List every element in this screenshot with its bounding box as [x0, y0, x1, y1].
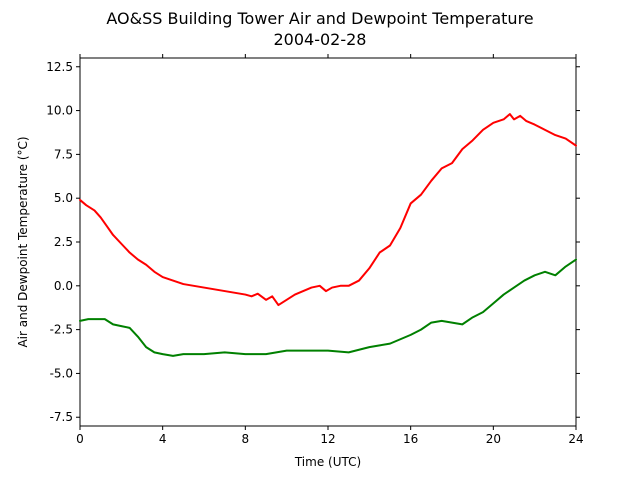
y-tick-label: -5.0: [50, 366, 73, 380]
x-tick-label: 12: [320, 432, 335, 446]
chart-title: AO&SS Building Tower Air and Dewpoint Te…: [106, 9, 533, 28]
y-tick-label: 10.0: [46, 104, 73, 118]
y-tick-label: 5.0: [54, 191, 73, 205]
y-tick-label: 7.5: [54, 147, 73, 161]
x-axis: 0 4 8 12 16 20 24: [76, 54, 584, 446]
series-layer: [79, 113, 577, 357]
y-axis: -7.5 -5.0 -2.5 0.0 2.5 5.0 7.5 10.0 12.5: [46, 60, 580, 424]
series-line-1: [79, 113, 577, 307]
y-tick-label: -2.5: [50, 323, 73, 337]
x-tick-label: 24: [568, 432, 583, 446]
plot-area: [79, 57, 577, 427]
chart-subtitle: 2004-02-28: [274, 30, 367, 49]
y-tick-label: -7.5: [50, 410, 73, 424]
x-tick-label: 16: [403, 432, 418, 446]
x-tick-label: 4: [159, 432, 167, 446]
x-axis-label: Time (UTC): [294, 455, 361, 469]
y-axis-label: Air and Dewpoint Temperature (°C): [16, 136, 30, 347]
y-tick-label: 12.5: [46, 60, 73, 74]
y-tick-label: 0.0: [54, 279, 73, 293]
y-tick-label: 2.5: [54, 235, 73, 249]
x-tick-label: 20: [486, 432, 501, 446]
x-tick-label: 8: [242, 432, 250, 446]
x-tick-label: 0: [76, 432, 84, 446]
series-line-2: [79, 258, 577, 357]
